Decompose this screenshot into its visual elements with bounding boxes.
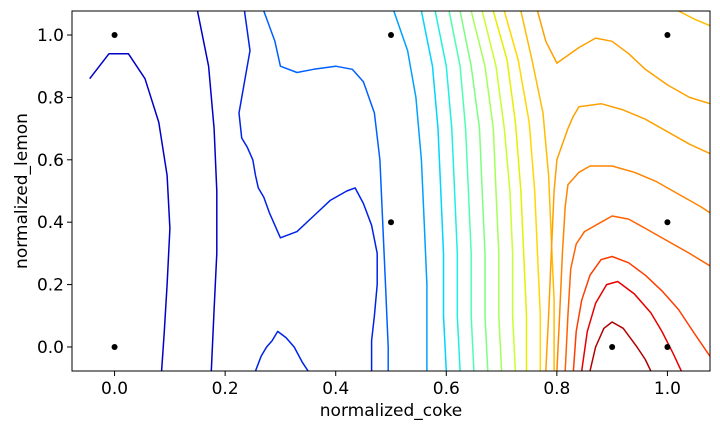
y-tick-label: 0.6: [37, 151, 64, 171]
contour-line-level-6-0: [448, 11, 475, 371]
contour-line-level-2-0: [263, 11, 389, 371]
contour-line-level-7-0: [459, 11, 489, 371]
contour-line-level-12-1: [678, 11, 710, 27]
y-tick-label: 0.4: [37, 213, 64, 233]
sample-points: [111, 32, 671, 350]
contour-line-level-3-0: [393, 11, 428, 371]
contour-line-level-0-1: [196, 11, 218, 371]
x-tick-label: 0.0: [101, 379, 128, 399]
contour-line-level-14-0: [556, 165, 710, 371]
sample-point-0: [111, 32, 118, 39]
contour-line-level-8-0: [470, 11, 503, 371]
y-axis-ticks: 0.0 0.2 0.4 0.6 0.8 1.0: [37, 26, 72, 358]
y-tick-label: 0.8: [37, 88, 64, 108]
x-tick-label: 0.4: [322, 379, 349, 399]
x-tick-label: 1.0: [654, 379, 681, 399]
contour-line-level-0-0: [89, 52, 171, 371]
sample-point-4: [664, 219, 671, 226]
plot-frame: [71, 10, 711, 372]
contour-line-level-16-0: [572, 255, 710, 371]
x-tick-label: 0.2: [212, 379, 239, 399]
contour-line-level-5-0: [434, 11, 461, 371]
x-axis-label: normalized_coke: [320, 401, 462, 421]
contour-lines: [89, 11, 710, 371]
contour-line-level-11-0: [503, 11, 542, 371]
x-axis-ticks: 0.0 0.2 0.4 0.6 0.8 1.0: [101, 371, 681, 399]
contour-line-level-17-0: [580, 280, 682, 371]
contour-line-level-1-1: [254, 330, 309, 371]
x-tick-label: 0.6: [433, 379, 460, 399]
contour-line-level-18-0: [589, 321, 652, 371]
sample-point-1: [388, 32, 394, 39]
contour-line-level-10-0: [492, 11, 528, 371]
contour-line-level-13-1: [545, 102, 710, 371]
sample-point-5: [111, 343, 118, 350]
y-tick-label: 0.0: [37, 338, 64, 358]
contour-line-level-12-0: [520, 11, 555, 371]
y-tick-label: 1.0: [37, 26, 64, 46]
sample-point-3: [388, 219, 394, 226]
contour-line-level-1-0: [238, 11, 378, 371]
sample-point-2: [664, 32, 671, 39]
sample-point-7: [664, 343, 671, 350]
x-tick-label: 0.8: [543, 379, 570, 399]
contour-line-level-15-0: [564, 215, 710, 371]
contour-line-level-9-0: [481, 11, 517, 371]
contour-line-level-4-0: [420, 11, 448, 371]
y-tick-label: 0.2: [37, 276, 64, 296]
contour-line-level-13-0: [536, 11, 710, 105]
y-axis-label: normalized_lemon: [12, 113, 32, 269]
sample-point-6: [609, 343, 616, 350]
